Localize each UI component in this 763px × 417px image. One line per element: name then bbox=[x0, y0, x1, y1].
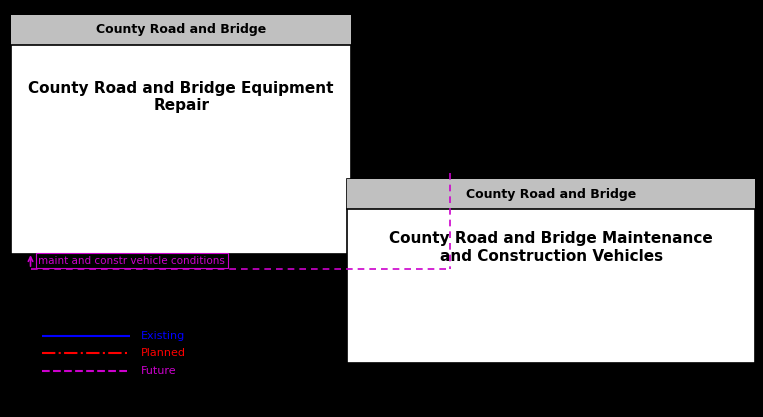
Text: County Road and Bridge: County Road and Bridge bbox=[466, 188, 636, 201]
Bar bbox=[347, 179, 755, 363]
Text: Planned: Planned bbox=[141, 348, 186, 358]
Bar bbox=[347, 179, 755, 209]
Bar bbox=[11, 15, 351, 254]
Text: County Road and Bridge Equipment
Repair: County Road and Bridge Equipment Repair bbox=[28, 81, 334, 113]
Text: County Road and Bridge: County Road and Bridge bbox=[96, 23, 266, 36]
Bar bbox=[11, 15, 351, 45]
Text: County Road and Bridge Maintenance
and Construction Vehicles: County Road and Bridge Maintenance and C… bbox=[389, 231, 713, 264]
Text: Future: Future bbox=[141, 366, 177, 376]
Text: maint and constr vehicle conditions: maint and constr vehicle conditions bbox=[38, 256, 225, 266]
Text: Existing: Existing bbox=[141, 331, 185, 341]
